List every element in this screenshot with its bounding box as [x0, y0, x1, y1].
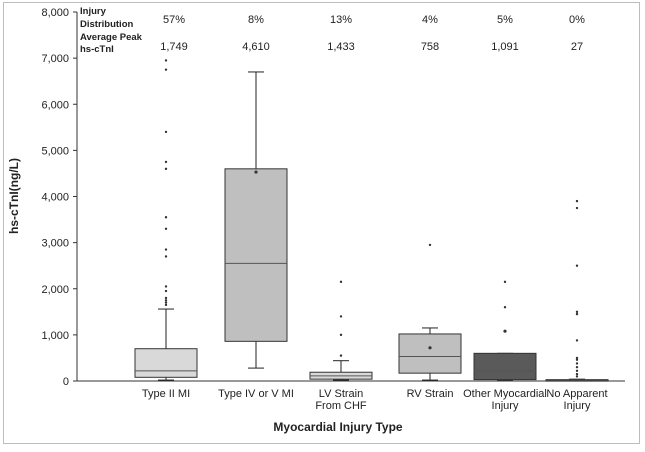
- x-axis-title: Myocardial Injury Type: [273, 420, 402, 434]
- y-tick-labels: 0 1,000 2,000 3,000 4,000 5,000 6,000 7,000 8,00…: [41, 7, 77, 388]
- outlier-point: [164, 59, 168, 62]
- outlier-point: [164, 248, 168, 251]
- box-group: [473, 280, 537, 382]
- outlier-point: [164, 296, 168, 300]
- outlier-point: [164, 167, 168, 171]
- box-iqr: [473, 352, 537, 381]
- stat-value: 27: [571, 41, 583, 53]
- y-tick-label: 0: [63, 376, 69, 388]
- stat-row-label: Distribution: [80, 19, 133, 30]
- stat-value: 57%: [163, 14, 185, 26]
- box-group: [398, 243, 462, 381]
- mean-marker: [254, 170, 258, 174]
- outlier-point: [503, 280, 507, 284]
- box-plot-series: [134, 59, 609, 382]
- outlier-point: [575, 358, 579, 361]
- x-category-label: Injury: [564, 400, 591, 412]
- outlier-point: [575, 372, 579, 376]
- box-group: [545, 199, 609, 382]
- outlier-point: [575, 310, 579, 314]
- box-group: [134, 59, 198, 381]
- stat-value: 758: [421, 41, 439, 53]
- outlier-point: [339, 354, 343, 357]
- outlier-point: [339, 333, 343, 337]
- y-tick-label: 7,000: [41, 53, 69, 65]
- outlier-point: [164, 130, 168, 134]
- mean-marker: [428, 346, 432, 350]
- y-axis-title: hs-cTnI(ng/L): [7, 158, 21, 234]
- stat-value: 1,433: [327, 41, 355, 53]
- box-iqr: [134, 348, 198, 378]
- box-group: [309, 280, 373, 381]
- stat-value: 13%: [330, 14, 352, 26]
- outlier-point: [503, 306, 507, 309]
- stat-row-label: Average Peak: [80, 32, 143, 43]
- outlier-point: [164, 303, 168, 307]
- stat-value: 1,749: [160, 41, 188, 53]
- stat-value: 5%: [497, 14, 513, 26]
- summary-stats-table: Injury Distribution 57% 8% 13% 4% 5% 0% Average …: [80, 6, 585, 55]
- stat-row-label: Injury: [80, 6, 107, 17]
- outlier-point: [575, 375, 579, 378]
- x-category-label: Injury: [492, 400, 519, 412]
- y-tick-label: 1,000: [41, 330, 69, 342]
- stat-row-label: hs-cTnI: [80, 44, 114, 55]
- outlier-point: [575, 369, 579, 373]
- outlier-point: [575, 339, 579, 342]
- outlier-point: [164, 216, 168, 219]
- mean-marker: [503, 329, 507, 333]
- y-tick-label: 8,000: [41, 7, 69, 19]
- box-iqr: [398, 333, 462, 374]
- outlier-point: [575, 264, 579, 267]
- outlier-point: [575, 356, 579, 360]
- outlier-point: [575, 312, 579, 316]
- outlier-point: [339, 315, 343, 318]
- outlier-point: [339, 280, 343, 284]
- outlier-point: [164, 255, 168, 258]
- y-tick-label: 5,000: [41, 145, 69, 157]
- outlier-point: [428, 243, 432, 247]
- y-tick-label: 2,000: [41, 284, 69, 296]
- outlier-point: [164, 301, 168, 304]
- outlier-point: [575, 199, 579, 203]
- outlier-point: [164, 227, 168, 230]
- stat-value: 4%: [422, 14, 438, 26]
- x-category-label: From CHF: [315, 400, 367, 412]
- outlier-point: [164, 289, 168, 293]
- outlier-point: [164, 285, 168, 288]
- x-category-label: LV Strain: [319, 388, 363, 400]
- y-tick-label: 4,000: [41, 192, 69, 204]
- y-tick-label: 3,000: [41, 238, 69, 250]
- x-category-label: RV Strain: [407, 388, 454, 400]
- stat-value: 4,610: [242, 41, 270, 53]
- outlier-point: [164, 299, 168, 302]
- x-category-label: Type IV or V MI: [218, 388, 294, 400]
- outlier-point: [575, 365, 579, 369]
- chart-frame: [3, 2, 640, 444]
- box-iqr: [224, 168, 288, 342]
- outlier-point: [164, 160, 168, 164]
- outlier-point: [575, 362, 579, 365]
- box-group: [224, 71, 288, 369]
- x-category-label: Other Myocardial: [463, 388, 547, 400]
- stat-value: 8%: [248, 14, 264, 26]
- x-category-label: Type II MI: [142, 388, 190, 400]
- outlier-point: [575, 206, 579, 210]
- outlier-point: [164, 68, 168, 71]
- stat-value: 1,091: [491, 41, 519, 53]
- stat-value: 0%: [569, 14, 585, 26]
- y-tick-label: 6,000: [41, 99, 69, 111]
- x-category-label: No Apparent: [546, 388, 607, 400]
